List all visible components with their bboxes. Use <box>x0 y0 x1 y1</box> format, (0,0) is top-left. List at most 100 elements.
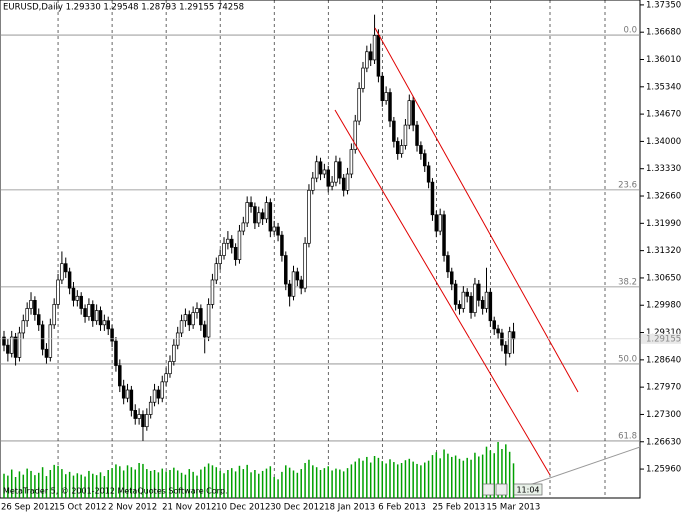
candle-body <box>40 324 45 350</box>
candle-body <box>56 279 60 305</box>
candle-body <box>372 35 377 61</box>
volume-bar <box>381 461 384 498</box>
candle-body <box>83 308 87 317</box>
candle-body <box>229 238 234 248</box>
volume-bar <box>130 467 133 498</box>
volume-bar <box>269 466 272 498</box>
volume-bar <box>41 467 44 498</box>
candle-body <box>399 145 404 154</box>
candle-body <box>388 92 392 122</box>
footer: MetaTrader 5, © 2001-2012 MetaQuotes Sof… <box>3 487 228 496</box>
volume-bar <box>22 474 25 498</box>
candle-body <box>106 320 110 330</box>
fib-trend-line <box>514 446 641 491</box>
candle-body <box>33 299 37 315</box>
volume-bar <box>192 471 194 498</box>
fib-level-label: 23.6 <box>618 180 637 190</box>
y-tick-label: 1.25960 <box>646 465 681 475</box>
volume-bar <box>119 466 121 498</box>
volume-bar <box>196 475 198 498</box>
volume-bar <box>377 457 380 498</box>
candle-body <box>511 331 516 340</box>
candle-body <box>2 336 6 346</box>
volume-bar <box>165 471 167 498</box>
x-tick-label: 15 Mar 2013 <box>486 503 540 513</box>
candle-body <box>222 242 226 256</box>
y-tick-label: 1.36680 <box>646 28 681 38</box>
volume-bar <box>180 472 183 498</box>
volume-bar <box>223 473 225 498</box>
y-tick-label: 1.27300 <box>646 410 681 420</box>
candle-body <box>48 324 53 358</box>
x-tick-label: 15 Oct 2012 <box>54 503 107 513</box>
volume-bar <box>412 461 414 498</box>
volume-bar <box>149 470 152 498</box>
volume-bar <box>3 473 5 498</box>
volume-bar <box>470 459 472 498</box>
volume-bar <box>254 470 256 498</box>
candle-body <box>183 314 188 322</box>
volume-bar <box>273 477 275 498</box>
volume-bar <box>115 464 117 498</box>
candle-body <box>334 161 338 183</box>
candle-body <box>75 295 80 301</box>
volume-bar <box>142 463 144 498</box>
volume-bar <box>315 467 318 498</box>
y-tick-label: 1.36010 <box>646 55 681 65</box>
volume-bar <box>408 458 411 498</box>
volume-bar <box>431 455 434 498</box>
y-tick-label: 1.35340 <box>646 82 681 92</box>
volume-bar <box>427 460 430 498</box>
grid: 0.0 23.6 38.2 50.0 61.8 26 Sep 2012 15 Oct 201… <box>0 0 640 513</box>
candle-body <box>52 304 56 326</box>
volume-bar <box>466 457 468 498</box>
candle-body <box>469 295 473 313</box>
candle-body <box>25 308 29 322</box>
volume-bar <box>304 463 306 498</box>
chart-header: EURUSD,Daily 1.29330 1.29548 1.28793 1.2… <box>3 3 244 13</box>
volume-bar <box>342 471 345 498</box>
volume-bar <box>331 470 333 498</box>
volume-bar <box>65 474 67 498</box>
volume-bar <box>146 469 148 498</box>
candle-body <box>160 381 165 399</box>
volume-bar <box>393 462 395 498</box>
volume-bar <box>493 453 495 498</box>
candle-body <box>110 328 114 342</box>
candle-body <box>422 153 427 167</box>
volume-bar <box>92 473 94 498</box>
volume-bar <box>323 468 326 498</box>
candle-body <box>118 365 122 387</box>
candle-body <box>318 161 323 175</box>
candle-body <box>87 304 91 317</box>
y-tick-label: 1.30650 <box>646 273 681 283</box>
candle-body <box>187 314 192 326</box>
volume-bar <box>423 462 426 498</box>
volume-bar <box>258 473 260 498</box>
candle-body <box>299 279 303 289</box>
volume-bar <box>238 465 241 498</box>
volume-bar <box>335 468 337 498</box>
volume-bar <box>72 475 75 498</box>
y-tick-label: 1.31990 <box>646 219 681 229</box>
volume-bar <box>300 469 302 498</box>
candle-body <box>6 344 10 354</box>
toolbar-icon[interactable] <box>482 483 495 496</box>
channel-line <box>374 27 579 393</box>
candle-body <box>36 314 41 326</box>
candle-body <box>71 287 76 301</box>
volume-bar <box>211 465 214 498</box>
candle-body <box>496 328 500 334</box>
candle-body <box>257 212 261 224</box>
volume-bar <box>26 468 28 498</box>
candle-body <box>133 410 137 419</box>
toolbar-icon[interactable] <box>495 483 508 496</box>
plot-frame <box>0 0 641 499</box>
volume-bar <box>173 467 175 498</box>
volume-bar <box>389 459 391 498</box>
volume-bar <box>373 456 376 498</box>
candle-body <box>426 165 431 183</box>
volume-bar <box>10 469 13 498</box>
volume-bar <box>18 471 21 498</box>
candle-body <box>384 92 388 102</box>
